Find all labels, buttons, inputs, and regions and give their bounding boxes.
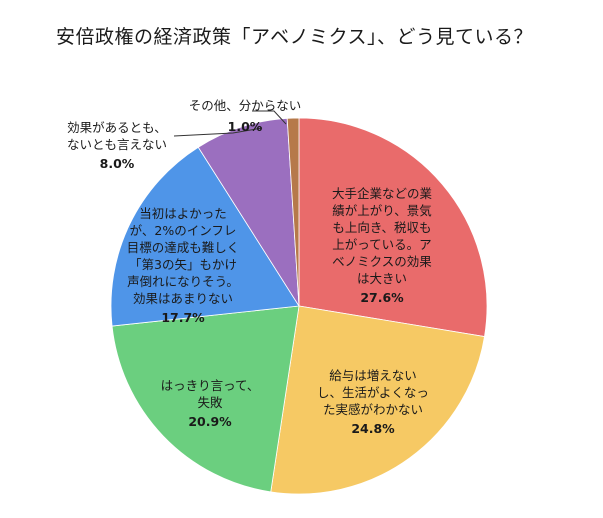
leader-line-s5 (252, 110, 287, 125)
percent-value: 20.9% (188, 414, 232, 429)
label-text: はっきり言って、 失敗 (160, 378, 260, 410)
percent-value: 8.0% (99, 156, 135, 171)
slice-label-3: 当初はよかった が、2%のインフレ 目標の達成も難しく 「第3の矢」もかけ 声倒… (118, 188, 248, 343)
pie-slice-4 (197, 117, 300, 307)
pie-slice-5 (286, 117, 300, 307)
pie-slice-0 (298, 117, 488, 338)
label-text: 給与は増えない し、生活がよくなっ た実感がわかない (317, 368, 429, 417)
pie-slice-3 (110, 146, 300, 327)
slice-label-1: 給与は増えない し、生活がよくなっ た実感がわかない 24.8% (303, 350, 443, 454)
percent-value: 27.6% (360, 290, 404, 305)
leader-line-s4 (173, 127, 263, 137)
pie-slice-2 (111, 305, 300, 493)
percent-value: 1.0% (227, 119, 263, 134)
percent-value: 24.8% (351, 421, 395, 436)
label-text: 大手企業などの業 績が上がり、景気 も上向き、税収も 上がっている。ア ベノミク… (331, 186, 432, 286)
slice-label-4: 効果があるとも、 ないとも言えない 8.0% (52, 102, 182, 189)
slice-label-5: その他、分からない 1.0% (180, 80, 310, 152)
label-text: 当初はよかった が、2%のインフレ 目標の達成も難しく 「第3の矢」もかけ 声倒… (126, 206, 240, 306)
percent-value: 17.7% (161, 310, 205, 325)
chart-title: 安倍政権の経済政策「アベノミクス」、どう見ている？ (56, 26, 534, 48)
label-text: その他、分からない (188, 98, 302, 113)
pie-slice-1 (270, 305, 485, 495)
slice-label-0: 大手企業などの業 績が上がり、景気 も上向き、税収も 上がっている。ア ベノミク… (312, 168, 452, 323)
slice-label-2: はっきり言って、 失敗 20.9% (150, 360, 270, 447)
label-text: 効果があるとも、 ないとも言えない (66, 120, 167, 152)
